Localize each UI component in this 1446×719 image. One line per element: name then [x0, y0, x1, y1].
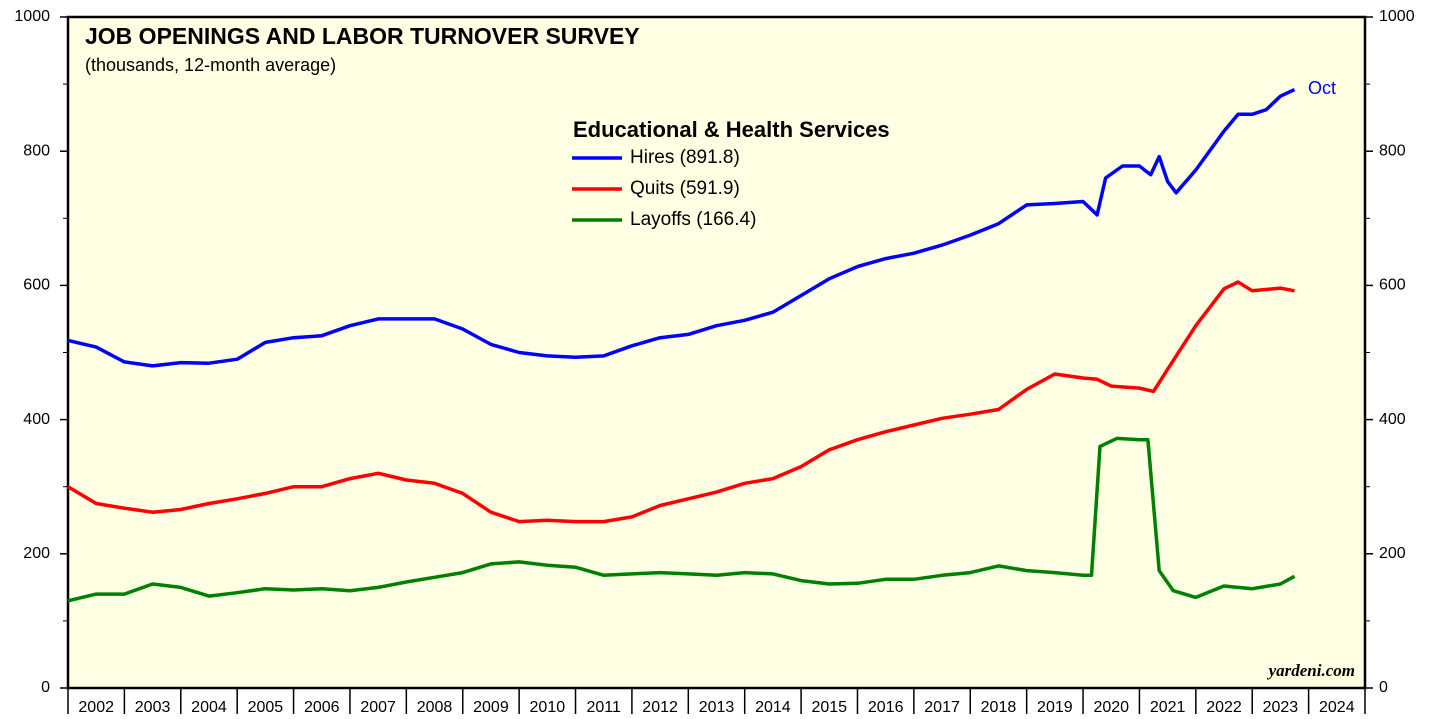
y2-tick-label: 1000 [1379, 8, 1415, 25]
series-line [67, 88, 1296, 368]
x-tick-label: 2017 [924, 699, 960, 716]
x-tick-label: 2012 [642, 699, 678, 716]
chart-title: JOB OPENINGS AND LABOR TURNOVER SURVEY [85, 23, 640, 49]
x-tick-label: 2007 [360, 699, 396, 716]
y2-tick-label: 0 [1379, 679, 1388, 696]
x-tick-label: 2021 [1150, 699, 1186, 716]
x-tick-label: 2004 [191, 699, 227, 716]
x-tick-label: 2005 [248, 699, 284, 716]
series-line [67, 280, 1295, 524]
legend-label: Quits (591.9) [630, 178, 740, 199]
y-tick-label: 400 [23, 411, 50, 428]
legend-label: Layoffs (166.4) [630, 209, 756, 230]
source: yardeni.com [1267, 661, 1355, 680]
x-tick-label: 2011 [587, 699, 622, 716]
x-tick-label: 2003 [135, 699, 171, 716]
y-tick-label: 800 [23, 142, 50, 159]
y-tick-label: 200 [23, 545, 50, 562]
x-tick-label: 2013 [699, 699, 735, 716]
x-tick-label: 2016 [868, 699, 904, 716]
x-tick-label: 2014 [755, 699, 791, 716]
x-tick-label: 2019 [1037, 699, 1073, 716]
y2-tick-label: 600 [1379, 277, 1406, 294]
x-tick-label: 2008 [417, 699, 453, 716]
chart-subtitle: (thousands, 12-month average) [85, 55, 336, 75]
x-tick-label: 2024 [1319, 699, 1355, 716]
legend-label: Hires (891.8) [630, 147, 740, 168]
y-tick-label: 1000 [14, 8, 50, 25]
y2-tick-label: 400 [1379, 411, 1406, 428]
x-tick-label: 2020 [1093, 699, 1129, 716]
annotation: Oct [1308, 78, 1336, 98]
x-tick-label: 2006 [304, 699, 340, 716]
y2-tick-label: 800 [1379, 142, 1406, 159]
y-tick-label: 600 [23, 277, 50, 294]
x-tick-label: 2002 [78, 699, 114, 716]
x-tick-label: 2018 [981, 699, 1017, 716]
y-tick-label: 0 [41, 679, 50, 696]
x-tick-label: 2022 [1206, 699, 1242, 716]
x-tick-label: 2010 [530, 699, 566, 716]
series-line [67, 436, 1296, 603]
legend-title: Educational & Health Services [573, 117, 890, 142]
x-tick-label: 2009 [473, 699, 509, 716]
y2-tick-label: 200 [1379, 545, 1406, 562]
x-tick-label: 2015 [811, 699, 847, 716]
plot-border [66, 15, 1367, 690]
x-tick-label: 2023 [1263, 699, 1299, 716]
